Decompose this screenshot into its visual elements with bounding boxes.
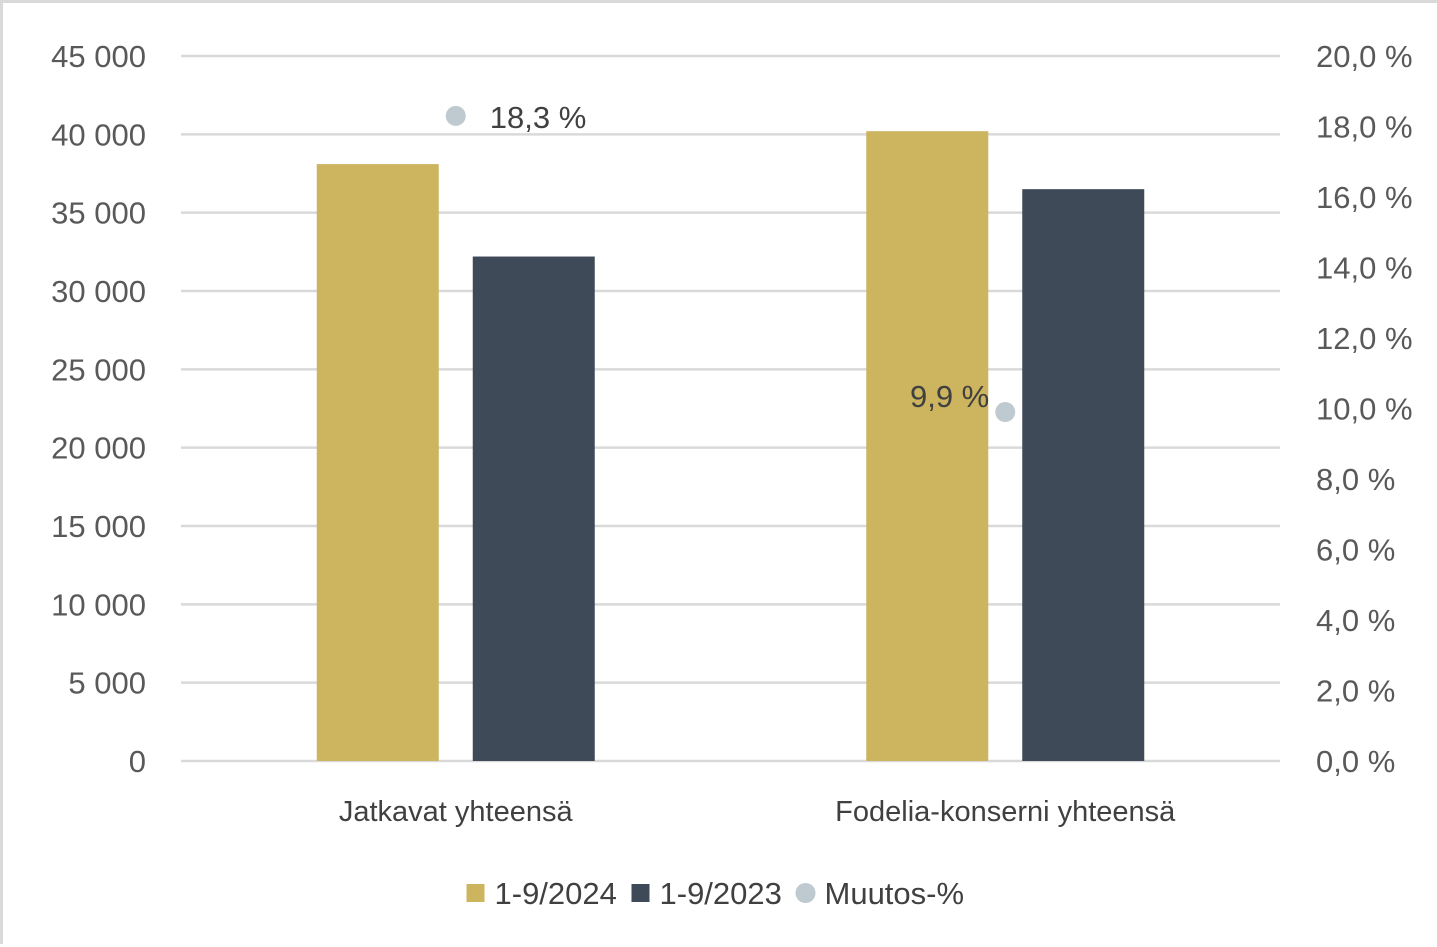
y2-tick-label: 14,0 % [1316, 251, 1413, 286]
data-label: 18,3 % [490, 100, 587, 135]
x-tick-label: Fodelia-konserni yhteensä [835, 796, 1176, 828]
legend-label: 1-9/2024 [495, 876, 617, 911]
y2-tick-label: 12,0 % [1316, 321, 1413, 356]
y-tick-label: 30 000 [51, 274, 146, 309]
y-tick-label: 5 000 [68, 666, 146, 701]
marker-point [445, 105, 466, 126]
legend-swatch [466, 884, 485, 902]
y2-tick-label: 10,0 % [1316, 392, 1413, 427]
y2-tick-label: 16,0 % [1316, 180, 1413, 215]
legend-swatch [631, 884, 650, 902]
legend-label: 1-9/2023 [660, 876, 782, 911]
legend-label: Muutos-% [825, 876, 965, 911]
bar [472, 256, 595, 761]
data-label: 9,9 % [910, 379, 989, 414]
marker-point [995, 402, 1016, 423]
y-tick-label: 45 000 [51, 39, 146, 74]
y-tick-label: 20 000 [51, 431, 146, 466]
combo-chart: 0 5 000 10 000 15 000 20 000 25 000 30 000 35 0… [51, 39, 1413, 911]
y2-tick-label: 20,0 % [1316, 39, 1413, 74]
y-tick-label: 40 000 [51, 117, 146, 152]
y2-tick-label: 4,0 % [1316, 603, 1395, 638]
y2-tick-label: 0,0 % [1316, 744, 1395, 779]
y2-tick-label: 2,0 % [1316, 674, 1395, 709]
y-tick-label: 35 000 [51, 196, 146, 231]
y2-tick-label: 8,0 % [1316, 462, 1395, 497]
x-tick-label: Jatkavat yhteensä [339, 796, 574, 828]
y-tick-label: 10 000 [51, 587, 146, 622]
y-tick-label: 0 [129, 744, 146, 779]
y2-tick-label: 6,0 % [1316, 533, 1395, 568]
y-tick-label: 25 000 [51, 352, 146, 387]
bar [1022, 189, 1145, 761]
y-tick-label: 15 000 [51, 509, 146, 544]
y2-tick-label: 18,0 % [1316, 110, 1413, 145]
bar [866, 131, 989, 761]
bar [316, 164, 439, 762]
legend-marker [795, 883, 816, 903]
